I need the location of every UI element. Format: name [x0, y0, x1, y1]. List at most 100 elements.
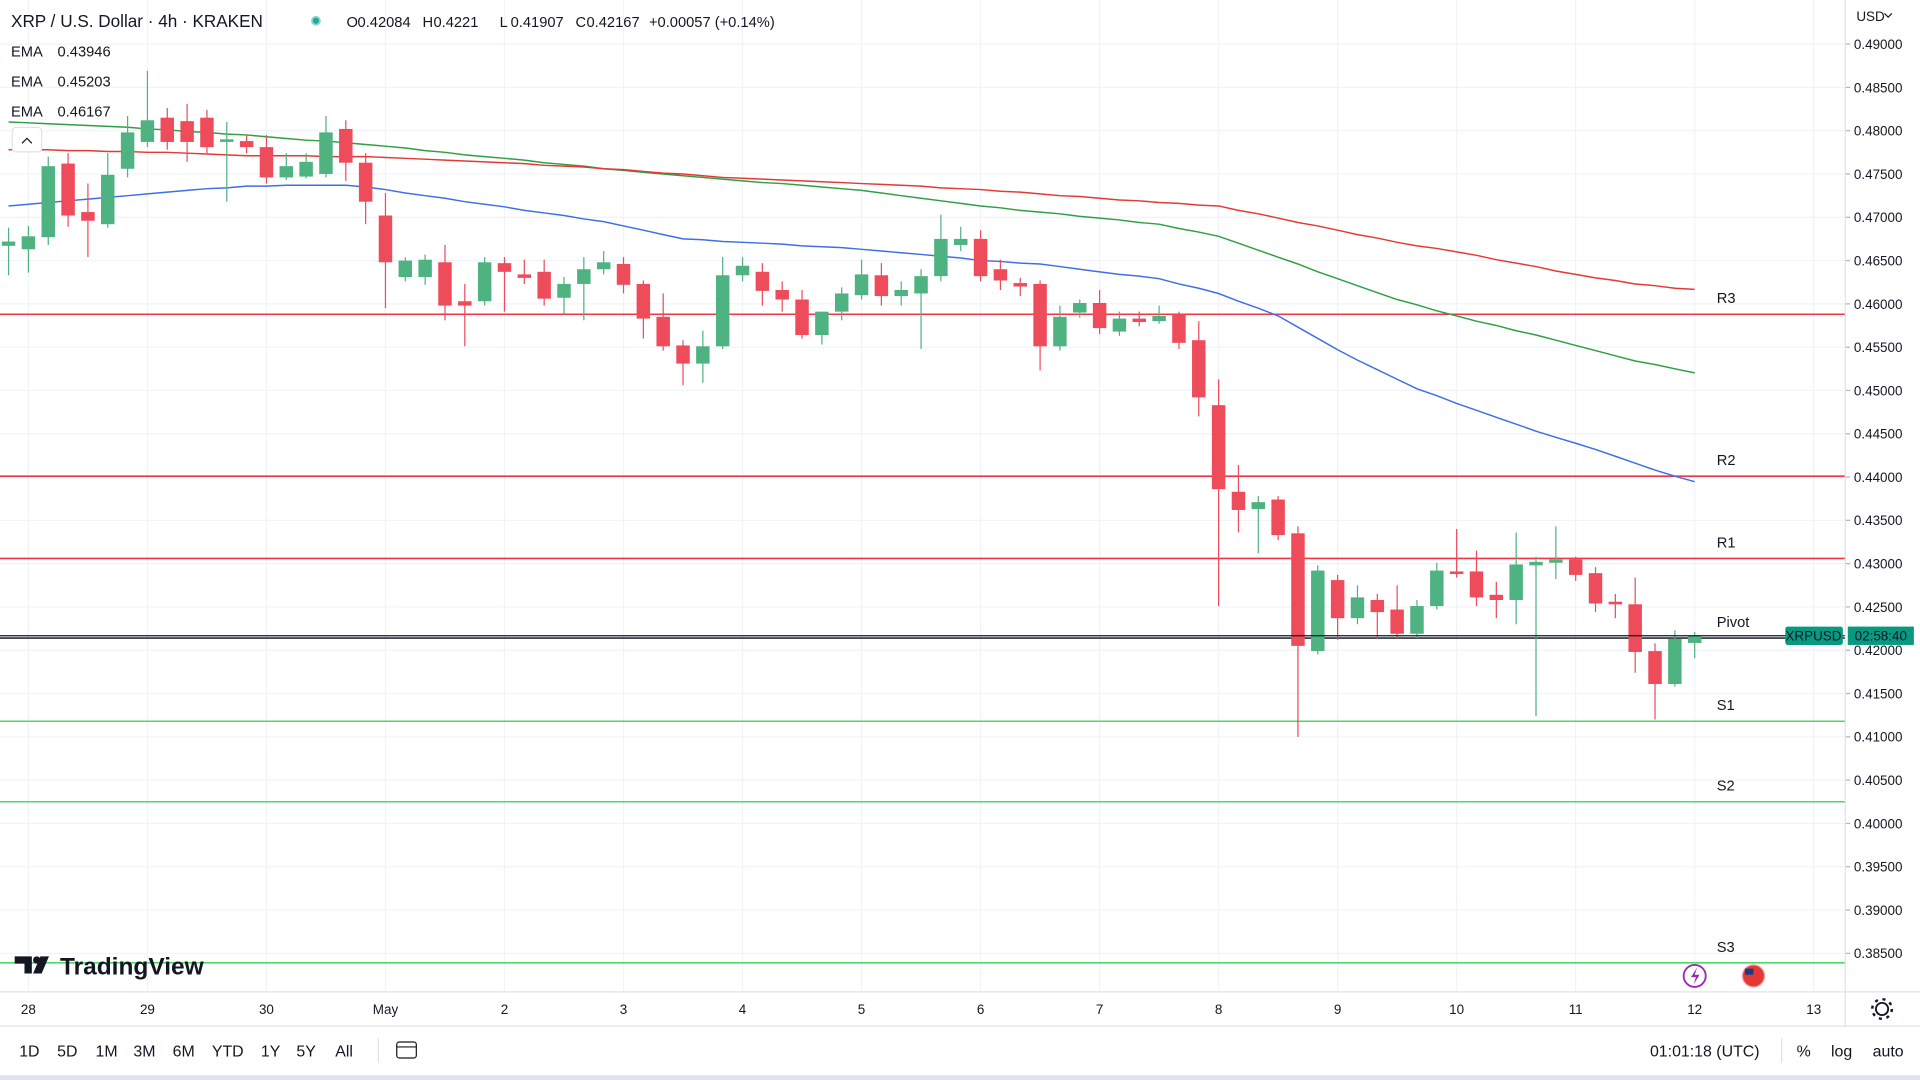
- range-button[interactable]: 6M: [173, 1044, 195, 1061]
- ohlc-label: C: [576, 15, 587, 31]
- collapse-icon: [21, 137, 33, 144]
- ohlc-value: 0.41907: [511, 15, 564, 31]
- candle-body: [775, 290, 789, 300]
- candle-body: [200, 117, 214, 148]
- calendar-icon: [396, 1041, 417, 1059]
- candle-body: [1588, 573, 1603, 604]
- scale-option[interactable]: auto: [1873, 1044, 1904, 1061]
- level-label: S3: [1717, 940, 1735, 956]
- settings-icon[interactable]: [1871, 997, 1894, 1020]
- x-tick-label: 13: [1806, 1002, 1821, 1017]
- time-axis: 28 29 30 May 2 3 4 5 6 7 8 9 10 11 12 13: [21, 1002, 1821, 1017]
- candle-body: [1430, 570, 1444, 607]
- x-tick-label: 4: [739, 1002, 747, 1017]
- ema-line: [8, 121, 1695, 374]
- range-button[interactable]: 3M: [133, 1044, 155, 1061]
- ohlc-value: 0.42084: [358, 15, 411, 31]
- range-button[interactable]: 1M: [95, 1044, 117, 1061]
- ema-name: EMA: [11, 44, 43, 60]
- grid: [0, 0, 1846, 992]
- candle-body: [477, 262, 492, 302]
- y-tick-label: 0.47500: [1854, 167, 1903, 182]
- candle-body: [21, 236, 36, 250]
- candle-body: [279, 166, 294, 178]
- candle-body: [1311, 570, 1325, 652]
- symbol-title: XRP / U.S. Dollar · 4h · KRAKEN: [11, 11, 263, 31]
- candle-body: [755, 271, 770, 291]
- candle-body: [577, 269, 591, 284]
- x-tick-label: 28: [21, 1002, 36, 1017]
- y-tick-label: 0.44000: [1854, 470, 1903, 485]
- y-tick-label: 0.41500: [1854, 686, 1903, 701]
- candle-body: [934, 238, 948, 277]
- scale-option[interactable]: %: [1797, 1044, 1811, 1061]
- candle-body: [1687, 635, 1702, 643]
- range-button[interactable]: 1Y: [261, 1044, 281, 1061]
- candle-body: [180, 121, 194, 142]
- y-tick-label: 0.39500: [1854, 860, 1903, 875]
- candle-body: [854, 274, 869, 296]
- y-tick-label: 0.43500: [1854, 513, 1903, 528]
- range-button[interactable]: All: [335, 1044, 353, 1061]
- collapse-button[interactable]: [11, 126, 43, 153]
- candle-body: [319, 132, 333, 174]
- candle-body: [1033, 283, 1047, 347]
- candle-body: [1410, 606, 1424, 634]
- event-icon[interactable]: [1741, 964, 1766, 988]
- range-button[interactable]: 5D: [57, 1044, 77, 1061]
- candle-body: [517, 274, 532, 278]
- x-tick-label: 11: [1569, 1002, 1583, 1017]
- ohlc-label: O: [347, 15, 358, 31]
- y-tick-label: 0.40500: [1854, 773, 1903, 788]
- ema-line: [8, 149, 1695, 291]
- candle-body: [140, 120, 155, 142]
- candle-body: [973, 238, 988, 277]
- candle-body: [1152, 315, 1166, 322]
- date-range-icon[interactable]: [396, 1041, 417, 1059]
- candle-body: [676, 345, 690, 364]
- candle-body: [636, 283, 651, 319]
- candle-body: [497, 263, 512, 272]
- y-tick-label: 0.42500: [1854, 600, 1903, 615]
- level-label: S1: [1717, 698, 1735, 714]
- x-tick-label: 29: [140, 1002, 155, 1017]
- candle-body: [1568, 559, 1583, 575]
- candle-body: [1073, 302, 1087, 313]
- range-button[interactable]: 5Y: [296, 1044, 316, 1061]
- candle-body: [1092, 302, 1107, 329]
- range-button[interactable]: YTD: [212, 1044, 244, 1061]
- candle-body: [815, 311, 829, 336]
- candle-body: [1509, 564, 1523, 601]
- price-tag-countdown: 02:58:40: [1855, 629, 1907, 644]
- x-tick-label: May: [373, 1002, 399, 1017]
- candle-body: [834, 293, 849, 312]
- candle-body: [1330, 580, 1345, 619]
- candle-body: [339, 128, 353, 163]
- ohlc-value: 0.4221: [433, 15, 478, 31]
- ema-value: 0.45203: [58, 74, 111, 90]
- event-icons: [1682, 963, 1766, 988]
- range-button[interactable]: 1D: [19, 1044, 39, 1061]
- currency[interactable]: USD: [1856, 9, 1885, 24]
- candle-body: [696, 346, 710, 364]
- candle-body: [299, 161, 313, 177]
- candle-body: [1, 241, 16, 246]
- y-tick-label: 0.41000: [1854, 730, 1903, 745]
- candle-body: [438, 262, 452, 306]
- x-tick-label: 30: [259, 1002, 274, 1017]
- x-tick-label: 3: [620, 1002, 627, 1017]
- scale-option[interactable]: log: [1831, 1044, 1852, 1061]
- candle-body: [1469, 571, 1484, 598]
- candle-body: [557, 283, 571, 298]
- price-tag-symbol: XRPUSD: [1785, 629, 1841, 644]
- candle-body: [656, 316, 670, 347]
- candle-body: [81, 212, 95, 221]
- candle-body: [239, 141, 254, 148]
- candle-body: [1608, 601, 1623, 605]
- market-status: [312, 17, 319, 24]
- x-tick-label: 8: [1215, 1002, 1222, 1017]
- candle-body: [537, 271, 551, 299]
- logo-mark: [14, 956, 49, 974]
- y-tick-label: 0.45500: [1854, 340, 1903, 355]
